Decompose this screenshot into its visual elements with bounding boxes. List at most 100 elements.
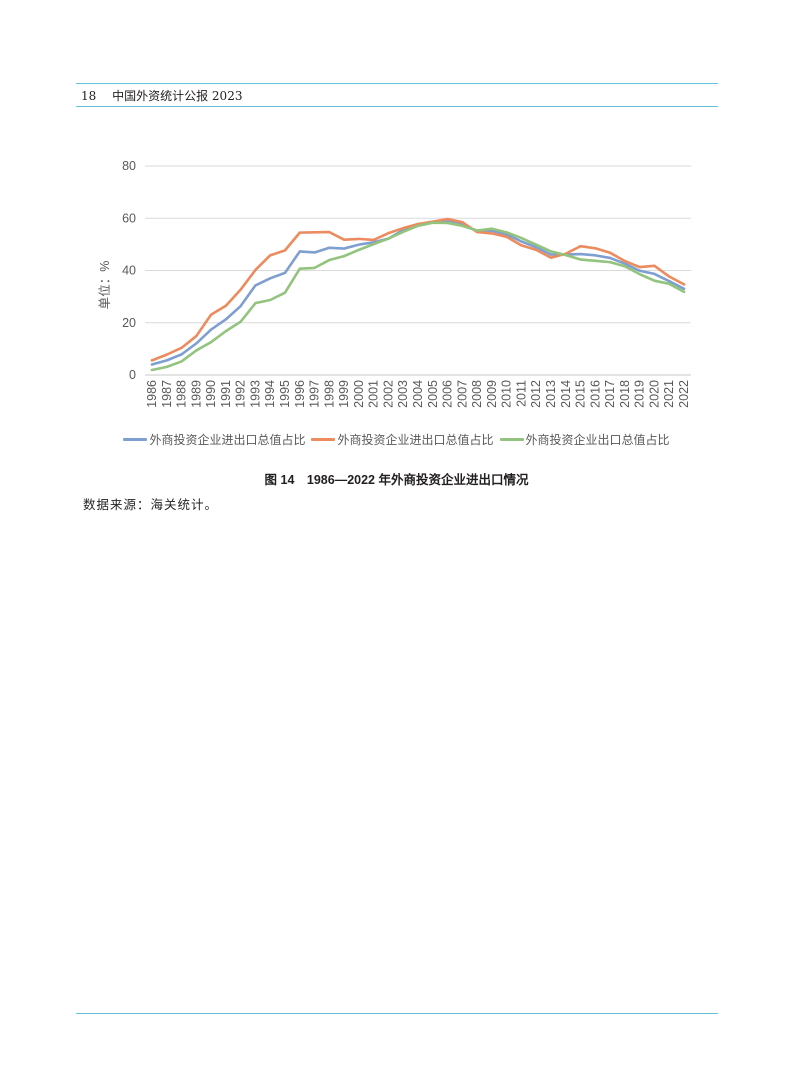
data-point [357,243,361,246]
header-rule-top [76,83,718,84]
data-point [195,334,198,338]
x-tick-label: 1997 [308,380,322,408]
x-tick-label: 1995 [278,380,292,408]
header-rule-bottom [76,106,718,107]
data-point [224,304,228,307]
data-point [165,359,168,362]
data-point [431,221,434,224]
legend-label-series-2: 外商投资企业进出口总值占比 [337,432,494,447]
x-tick-label: 2005 [426,380,440,408]
data-point [638,269,641,272]
x-tick-label: 1996 [293,380,307,408]
data-point [254,301,257,305]
x-tick-label: 2021 [662,380,676,408]
data-point [402,230,405,234]
data-point [446,217,449,221]
data-point [298,231,301,234]
data-point [239,304,242,308]
data-point [520,244,523,247]
series-line [150,219,686,366]
gridlines [145,165,691,376]
data-point [239,320,242,323]
series-line [150,217,686,362]
data-point [594,247,597,250]
data-point [180,353,183,356]
x-tick-label: 2013 [544,380,558,408]
x-tick-label: 2017 [603,380,617,408]
data-point [653,279,656,282]
x-tick-label: 1991 [219,380,233,408]
x-tick-label: 2007 [455,380,469,408]
data-point [446,221,449,225]
x-tick-label: 2004 [411,380,425,408]
data-point [579,252,582,256]
data-point [402,226,405,230]
data-point [653,264,656,267]
y-tick-label: 80 [122,159,136,173]
data-point [342,238,346,241]
data-point [313,231,316,234]
x-tick-label: 2000 [352,380,366,408]
legend-swatch-series-3 [499,437,524,441]
y-tick-labels: 0 20 40 60 80 [122,159,136,382]
x-tick-label: 1998 [322,380,336,408]
data-point [254,284,257,287]
data-point [195,349,198,352]
data-point [638,265,641,269]
legend-swatch-series-2 [311,437,336,441]
data-point [298,267,301,270]
data-point [209,313,213,316]
y-axis-label: 单位：% [97,261,112,310]
data-point [505,231,508,234]
legend-item-series-1: 外商投资企业进出口总值占比 [123,431,305,448]
x-tick-label: 2009 [485,380,499,408]
data-point [579,245,582,248]
data-point [490,229,494,232]
series-1 [150,219,686,366]
data-point [357,248,361,252]
data-point [520,236,523,240]
x-tick-label: 2012 [529,380,543,408]
data-point [239,288,242,291]
x-tick-label: 2002 [381,380,395,408]
data-point [269,298,272,302]
data-point [313,266,316,270]
legend-label-series-3: 外商投资企业出口总值占比 [525,432,670,447]
x-tick-label: 2015 [574,380,588,408]
x-tick-label: 2001 [367,380,381,408]
data-point [283,271,287,275]
data-point [298,250,301,253]
data-point [195,342,198,345]
data-point [490,227,494,230]
data-point [224,329,228,333]
y-tick-label: 20 [122,316,136,330]
figure-caption: 图 14 1986—2022 年外商投资企业进出口情况 [264,473,529,487]
data-point [224,318,228,321]
x-tick-label: 2011 [514,380,528,407]
running-header: 18 中国外资统计公报 2023 [81,88,242,104]
x-tick-label: 2016 [588,380,602,408]
data-point [328,246,331,249]
data-point [682,287,686,290]
data-point [623,259,627,263]
x-tick-label: 2018 [618,380,632,408]
data-point [653,272,656,276]
data-point [150,359,154,362]
data-point [150,368,154,372]
y-tick-label: 0 [129,368,136,382]
data-point [269,254,272,257]
x-tick-label: 1999 [337,380,351,408]
data-point [461,220,464,224]
data-point [165,365,168,369]
data-point [535,248,538,252]
data-point [535,246,538,249]
source-note: 数据来源：海关统计。 [83,497,219,512]
data-point [638,272,641,276]
data-point [608,256,612,260]
x-tick-labels: 1986 1987 1988 1989 1990 1991 1992 1993 1994 1995… [145,380,691,408]
y-tick-label: 40 [122,264,136,278]
data-point [313,251,316,254]
data-point [342,254,346,258]
x-tick-label: 2010 [500,380,514,408]
data-point [269,277,272,280]
